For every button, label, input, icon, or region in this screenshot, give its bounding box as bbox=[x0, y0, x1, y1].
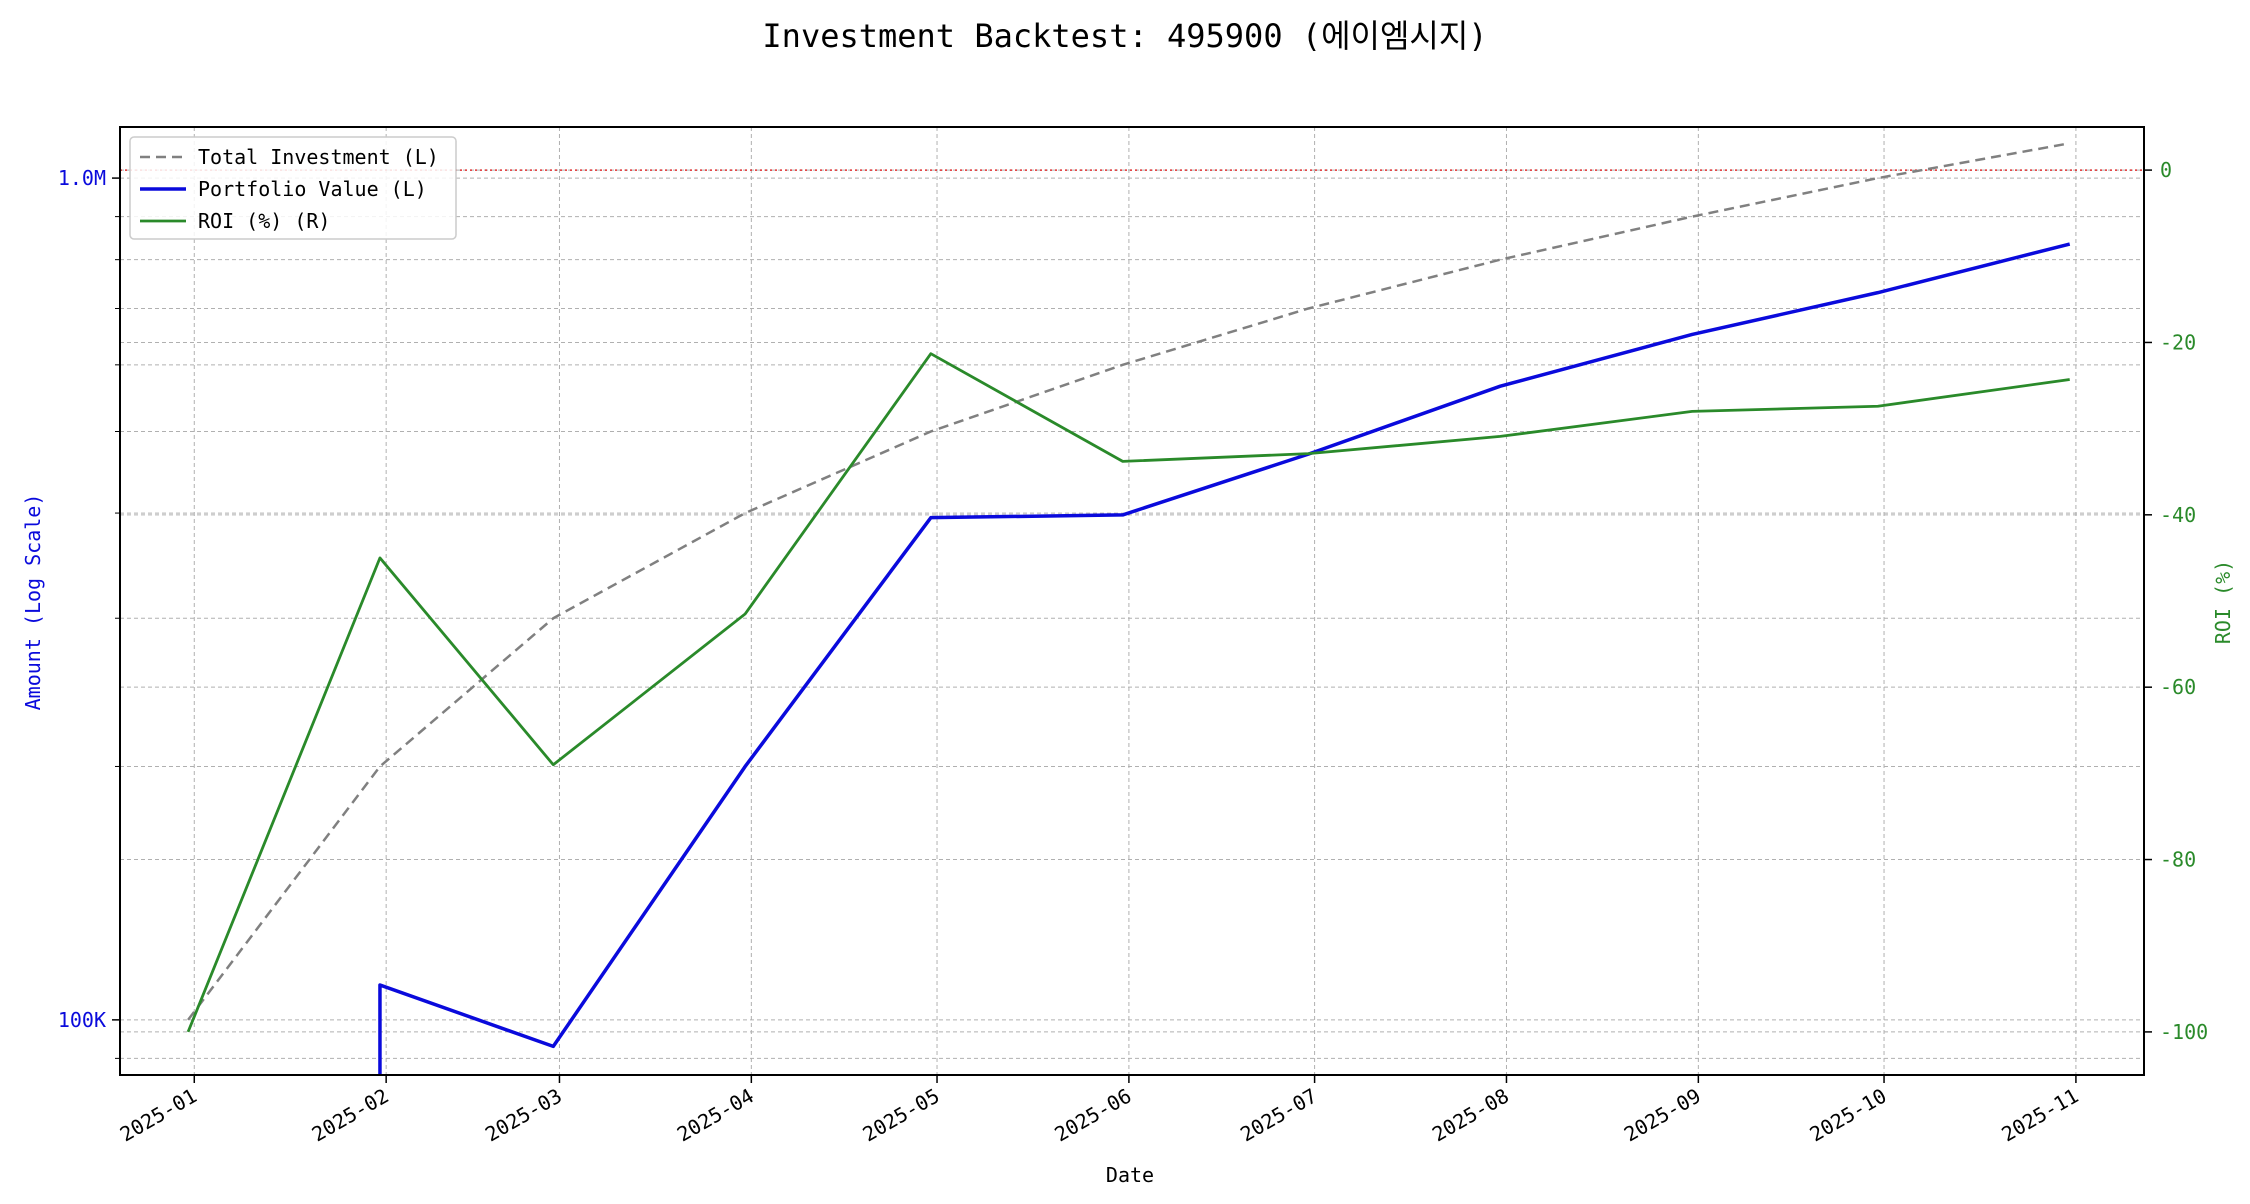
y-axis-left-label: Amount (Log Scale) bbox=[21, 494, 45, 711]
legend-label: Portfolio Value (L) bbox=[198, 177, 427, 201]
legend: Total Investment (L) Portfolio Value (L) R… bbox=[130, 137, 456, 239]
y-axis-right-label: ROI (%) bbox=[2211, 560, 2235, 644]
y-tick-label-right: -20 bbox=[2160, 330, 2196, 354]
y-tick-label-right: 0 bbox=[2160, 158, 2172, 182]
legend-label: ROI (%) (R) bbox=[198, 209, 330, 233]
x-axis-label: Date bbox=[1106, 1163, 1154, 1187]
y-tick-label-right: -60 bbox=[2160, 675, 2196, 699]
y-tick-label-left: 100K bbox=[58, 1008, 106, 1032]
y-tick-label-left: 1.0M bbox=[58, 166, 106, 190]
y-tick-label-right: -40 bbox=[2160, 503, 2196, 527]
legend-label: Total Investment (L) bbox=[198, 145, 439, 169]
chart-title: Investment Backtest: 495900 (에이엠시지) bbox=[762, 17, 1487, 55]
y-tick-label-right: -100 bbox=[2160, 1020, 2208, 1044]
y-tick-label-right: -80 bbox=[2160, 848, 2196, 872]
